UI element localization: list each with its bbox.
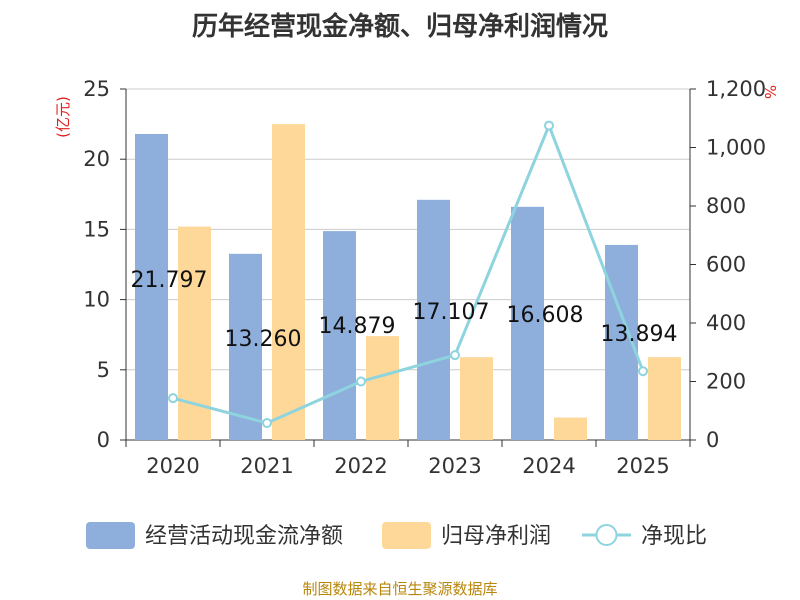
line-series (172, 121, 645, 425)
right-axis-tick-label: 400 (706, 311, 746, 335)
left-axis-tick-label: 0 (97, 428, 110, 452)
bar (648, 357, 681, 440)
bar (554, 417, 587, 440)
right-axis-tick-label: 800 (706, 194, 746, 218)
left-axis-tick-label: 25 (83, 77, 110, 101)
left-axis-tick-label: 20 (83, 147, 110, 171)
right-axis-tick-label: 1,000 (706, 136, 766, 160)
legend-label: 归母净利润 (441, 524, 551, 549)
x-axis-tick-label: 2020 (146, 454, 199, 478)
bar (272, 124, 305, 440)
right-axis-tick-label: 0 (706, 428, 719, 452)
right-axis-unit-label: % (761, 85, 779, 99)
bar (511, 206, 544, 440)
right-axis-tick-label: 1,200 (706, 77, 766, 101)
data-source-note: 制图数据来自恒生聚源数据库 (302, 580, 498, 598)
legend-swatch (86, 522, 135, 549)
data-label: 17.107 (413, 300, 490, 325)
right-axis-tick-label: 200 (706, 370, 746, 394)
legend-marker (595, 524, 618, 546)
left-axis-unit-label: (亿元) (54, 96, 72, 138)
bar (229, 253, 262, 440)
legend-label: 经营活动现金流净额 (145, 524, 343, 549)
line-point (544, 120, 554, 131)
left-axis-tick-label: 15 (83, 217, 110, 241)
chart-title: 历年经营现金净额、归母净利润情况 (191, 12, 608, 42)
legend-swatch (382, 522, 431, 549)
bar (323, 231, 356, 440)
data-label: 13.260 (225, 327, 302, 352)
bar (366, 336, 399, 440)
left-axis-tick-label: 5 (97, 358, 110, 382)
x-axis-tick-label: 2024 (522, 454, 575, 478)
x-axis-tick-label: 2023 (428, 454, 481, 478)
data-label: 16.608 (507, 303, 584, 328)
line-point (450, 350, 460, 361)
x-axis-tick-label: 2021 (240, 454, 293, 478)
data-label: 21.797 (131, 268, 208, 293)
left-axis-tick-label: 10 (83, 288, 110, 312)
data-label: 13.894 (601, 322, 678, 347)
bar (135, 133, 168, 440)
x-axis-tick-label: 2025 (616, 454, 669, 478)
bar (460, 357, 493, 440)
x-axis-tick-label: 2022 (334, 454, 387, 478)
line-point (168, 393, 178, 404)
data-label: 14.879 (319, 314, 396, 339)
line-point (356, 376, 366, 387)
bar (417, 199, 450, 440)
line-point (262, 418, 272, 429)
right-axis-tick-label: 600 (706, 253, 746, 277)
legend-label: 净现比 (641, 524, 707, 549)
line-point (638, 366, 648, 377)
